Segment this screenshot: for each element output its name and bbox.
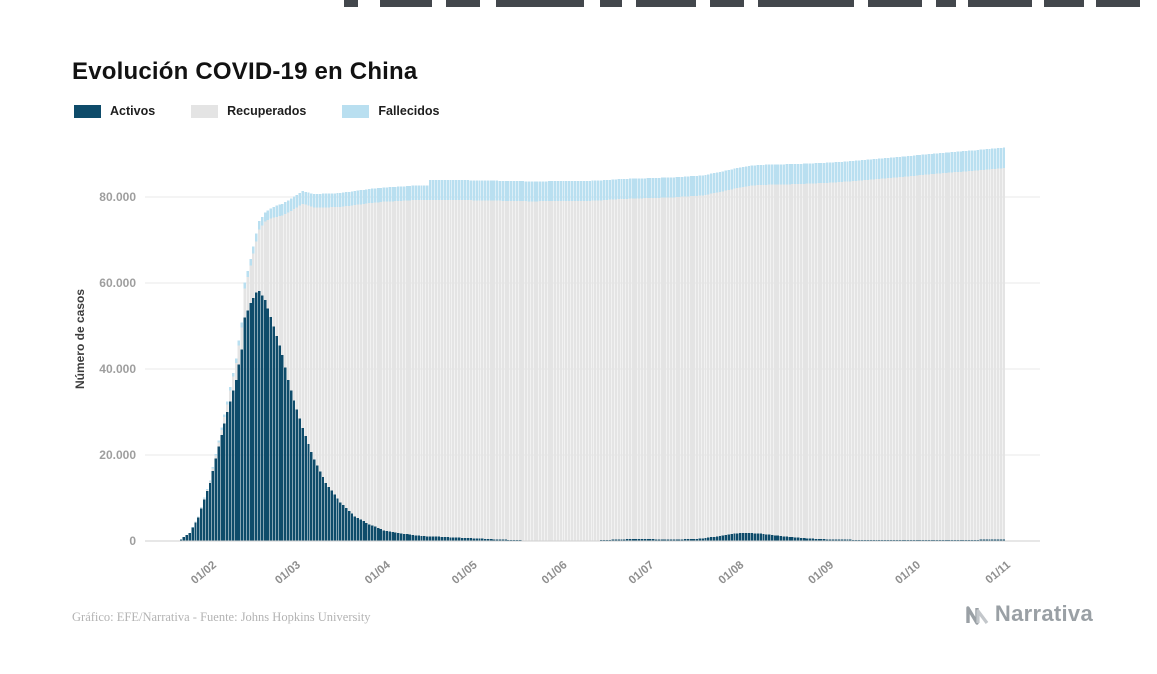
narrativa-logo-text: Narrativa xyxy=(994,601,1093,626)
svg-text:80.000: 80.000 xyxy=(99,190,136,204)
svg-text:20.000: 20.000 xyxy=(99,448,136,462)
series-recuperados-bars xyxy=(191,168,1006,541)
page-title: Evolución COVID-19 en China xyxy=(72,58,418,86)
top-edge-artifact-segment xyxy=(600,0,622,7)
series-activos-bars xyxy=(179,291,1006,541)
chart-credit: Gráfico: EFE/Narrativa - Fuente: Johns H… xyxy=(72,610,371,624)
top-edge-artifact-segment xyxy=(1044,0,1084,7)
svg-text:60.000: 60.000 xyxy=(99,276,136,290)
series-fallecidos-bars xyxy=(191,147,1006,528)
legend-item-activos: Activos xyxy=(74,104,155,118)
svg-text:0: 0 xyxy=(129,534,136,548)
svg-text:01/10: 01/10 xyxy=(893,559,923,587)
top-edge-artifact-segment xyxy=(636,0,696,7)
y-tick-labels: 0 20.000 40.000 60.000 80.000 xyxy=(99,190,136,548)
svg-text:01/09: 01/09 xyxy=(806,559,836,587)
top-edge-artifact-segment xyxy=(344,0,358,7)
top-edge-artifact-segment xyxy=(446,0,480,7)
top-edge-artifact-segment xyxy=(380,0,432,7)
y-axis-title: Número de casos xyxy=(73,288,87,390)
legend-label-recuperados: Recuperados xyxy=(227,104,307,118)
x-tick-labels: 01/02 01/03 01/04 01/05 01/06 01/07 01/08 01/09… xyxy=(189,559,1013,587)
top-edge-artifact-segment xyxy=(496,0,584,7)
top-edge-artifact-segment xyxy=(1096,0,1140,7)
svg-text:01/11: 01/11 xyxy=(984,559,1014,587)
legend-item-fallecidos: Fallecidos xyxy=(342,104,440,118)
chart-legend: Activos Recuperados Fallecidos xyxy=(74,104,440,118)
svg-text:01/08: 01/08 xyxy=(717,559,747,587)
top-edge-artifact xyxy=(0,0,1157,7)
top-edge-artifact-segment xyxy=(710,0,744,7)
svg-text:01/05: 01/05 xyxy=(450,559,480,587)
top-edge-artifact-segment xyxy=(968,0,1032,7)
top-edge-artifact-segment xyxy=(868,0,922,7)
narrativa-logo: Narrativa xyxy=(965,601,1093,627)
fallecidos-swatch-icon xyxy=(342,104,370,118)
svg-text:01/02: 01/02 xyxy=(189,559,219,587)
stacked-bar-chart: 0 20.000 40.000 60.000 80.000 01/02 01/03 01/04… xyxy=(99,147,1040,587)
legend-item-recuperados: Recuperados xyxy=(191,104,306,118)
top-edge-artifact-segment xyxy=(758,0,854,7)
recuperados-swatch-icon xyxy=(191,104,219,118)
activos-swatch-icon xyxy=(74,104,101,118)
svg-text:01/06: 01/06 xyxy=(540,559,570,587)
legend-label-fallecidos: Fallecidos xyxy=(378,104,440,118)
narrativa-n-icon xyxy=(966,606,989,625)
svg-text:01/03: 01/03 xyxy=(273,559,303,587)
legend-label-activos: Activos xyxy=(110,104,156,118)
svg-text:01/07: 01/07 xyxy=(627,559,657,587)
svg-text:01/04: 01/04 xyxy=(363,559,393,587)
top-edge-artifact-segment xyxy=(936,0,956,7)
svg-text:40.000: 40.000 xyxy=(99,362,136,376)
